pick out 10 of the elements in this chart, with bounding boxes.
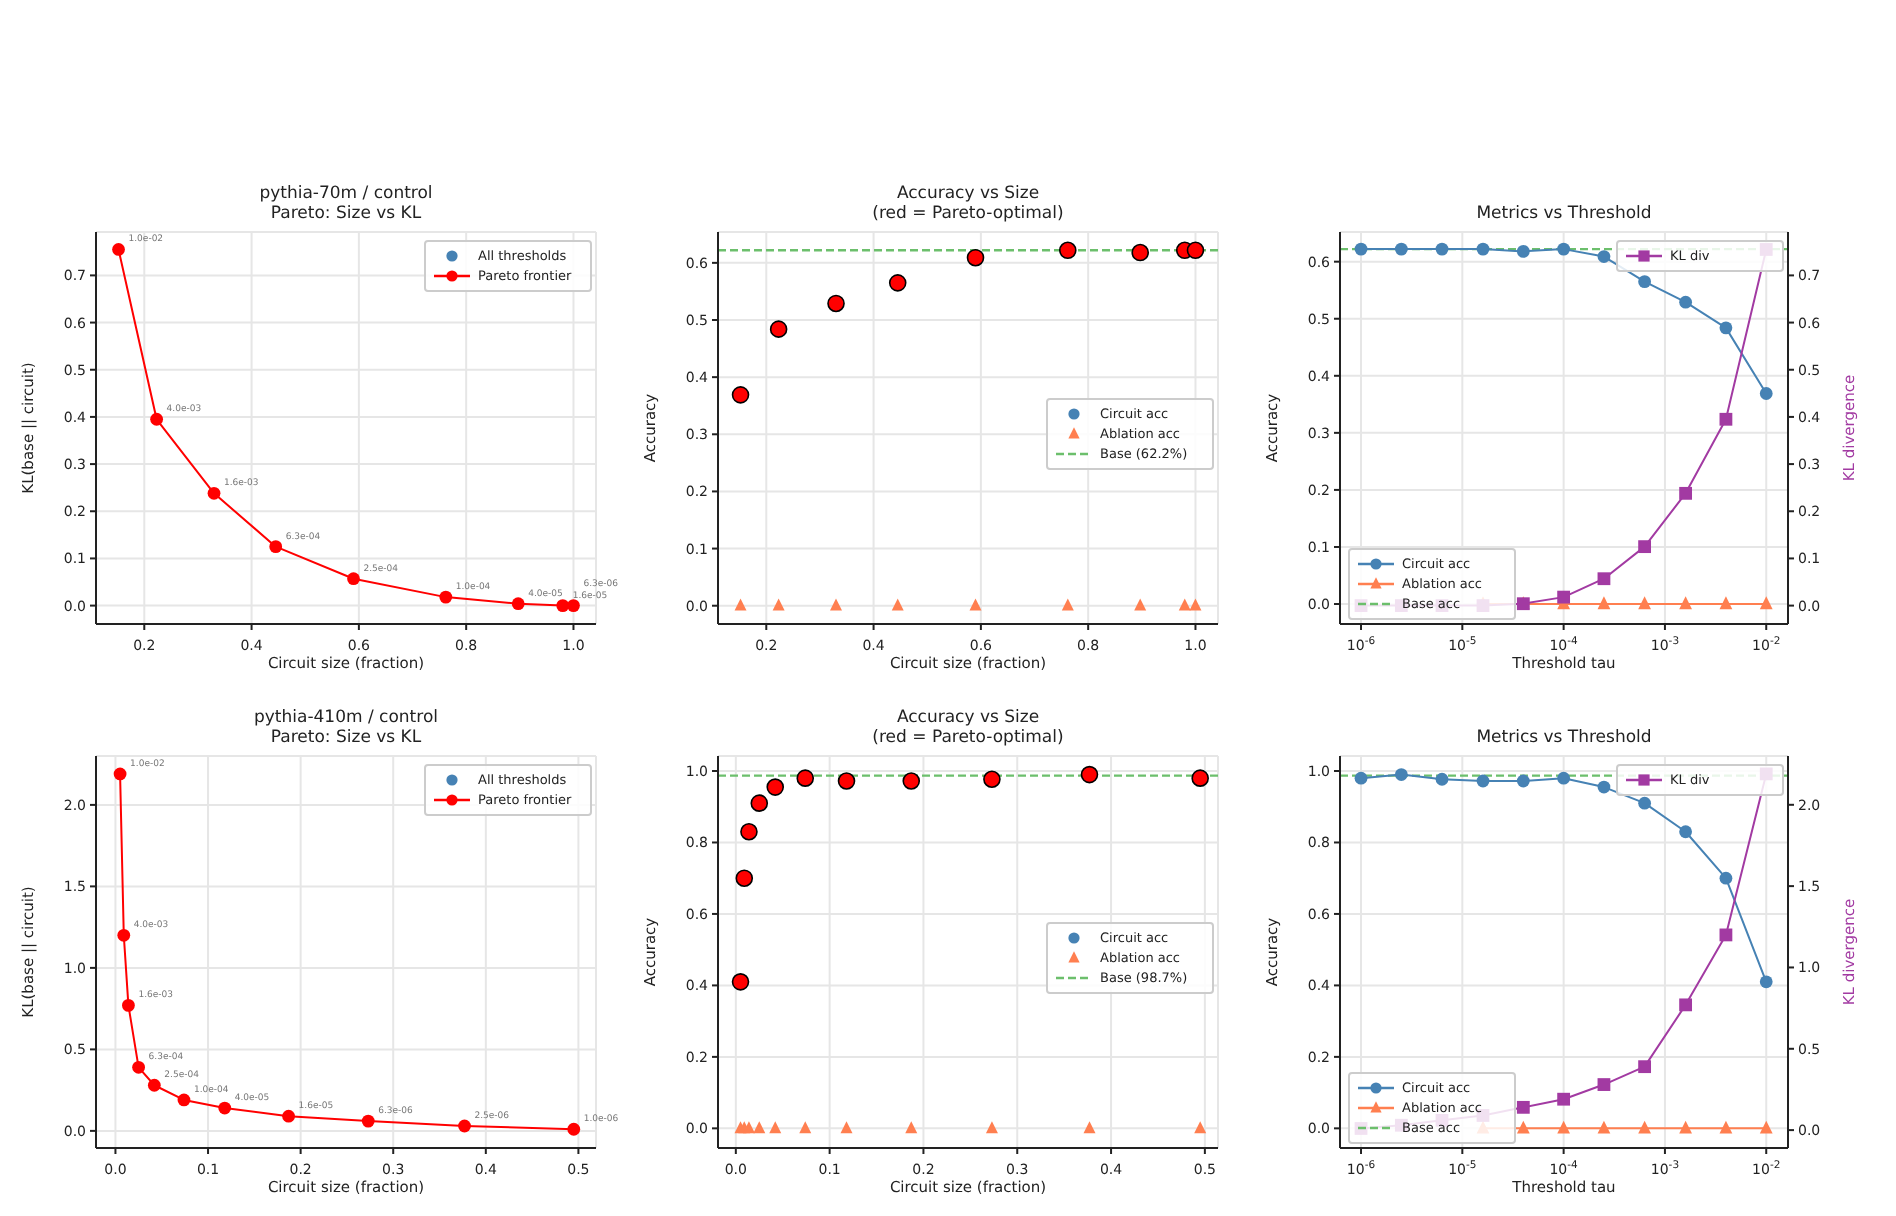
chart-title: Metrics vs Threshold bbox=[1476, 728, 1652, 748]
chart-title: Accuracy vs Size bbox=[896, 708, 1040, 728]
chart-subtitle: Pareto: Size vs KL bbox=[270, 728, 422, 748]
chart-subtitle: Pareto: Size vs KL bbox=[270, 204, 422, 224]
chart-title: pythia-70m / control bbox=[259, 184, 433, 204]
chart-title: Metrics vs Threshold bbox=[1476, 204, 1652, 224]
chart-subtitle: (red = Pareto-optimal) bbox=[872, 728, 1064, 748]
chart-title: Accuracy vs Size bbox=[896, 184, 1040, 204]
chart-title: pythia-410m / control bbox=[253, 708, 439, 728]
chart-subtitle: (red = Pareto-optimal) bbox=[872, 204, 1064, 224]
